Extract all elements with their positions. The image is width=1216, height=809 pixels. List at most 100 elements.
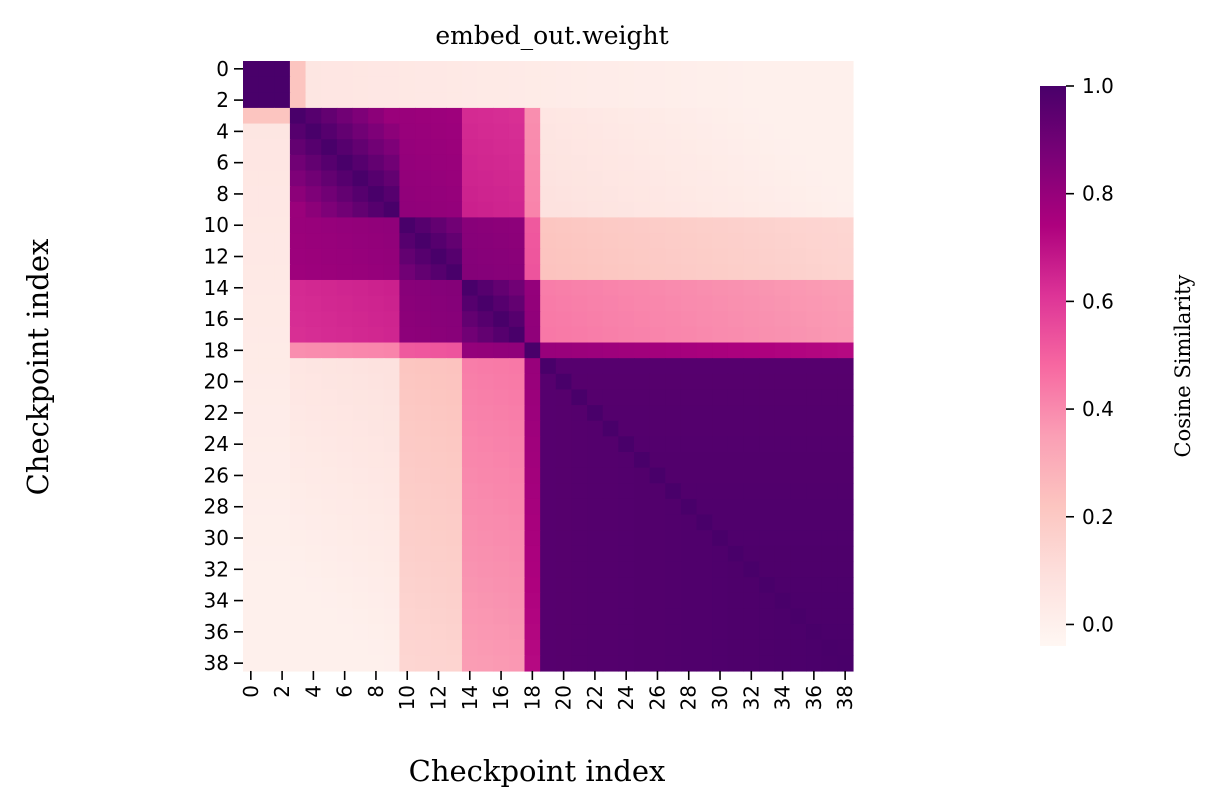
- heatmap-cell: [399, 326, 416, 344]
- heatmap-cell: [352, 639, 369, 656]
- heatmap-cell: [634, 624, 651, 641]
- heatmap-cell: [774, 561, 791, 578]
- heatmap-cell: [821, 389, 838, 406]
- heatmap-cell: [446, 217, 463, 234]
- heatmap-cell: [508, 233, 526, 250]
- heatmap-cell: [790, 233, 807, 250]
- heatmap-cell: [446, 530, 463, 547]
- heatmap-cell: [383, 389, 400, 406]
- heatmap-cell: [461, 545, 479, 563]
- heatmap-cell: [602, 577, 619, 594]
- heatmap-cell: [837, 295, 854, 312]
- heatmap-cell: [243, 373, 260, 391]
- heatmap-cell: [289, 154, 307, 172]
- heatmap-cell: [587, 295, 604, 312]
- heatmap-cell: [243, 279, 260, 297]
- heatmap-cell: [587, 123, 604, 140]
- heatmap-cell: [571, 405, 588, 422]
- heatmap-cell: [680, 123, 698, 140]
- heatmap-cell: [806, 452, 823, 469]
- heatmap-cell: [712, 61, 729, 78]
- heatmap-cell: [493, 201, 510, 218]
- heatmap-cell: [305, 123, 322, 140]
- heatmap-cell: [336, 76, 354, 93]
- heatmap-cell: [774, 420, 791, 437]
- heatmap-cell: [274, 358, 291, 375]
- heatmap-cell: [461, 217, 479, 234]
- heatmap-cell: [321, 577, 338, 594]
- heatmap-cell: [446, 483, 463, 500]
- heatmap-cell: [461, 123, 479, 140]
- heatmap-cell: [587, 154, 604, 172]
- heatmap-cell: [555, 639, 573, 656]
- heatmap-cell: [587, 217, 604, 234]
- heatmap-cell: [243, 624, 260, 641]
- heatmap-cell: [571, 248, 588, 265]
- heatmap-cell: [446, 342, 463, 359]
- x-tick-label: 26: [645, 685, 669, 710]
- heatmap-cell: [243, 420, 260, 437]
- heatmap-cell: [289, 295, 307, 312]
- y-tick-label: 24: [204, 432, 229, 456]
- heatmap-cell: [649, 498, 666, 516]
- x-tick-label: 30: [708, 685, 732, 710]
- heatmap-cell: [743, 483, 760, 500]
- colorbar-label: Cosine Similarity: [1171, 274, 1195, 457]
- x-tick-label: 38: [833, 685, 857, 710]
- heatmap-cell: [352, 170, 369, 187]
- heatmap-cell: [696, 123, 713, 140]
- heatmap-cell: [634, 373, 651, 391]
- heatmap-cell: [305, 624, 322, 641]
- heatmap-cell: [759, 107, 776, 125]
- heatmap-cell: [712, 577, 729, 594]
- heatmap-cell: [712, 264, 729, 281]
- heatmap-cell: [759, 420, 776, 437]
- heatmap-cell: [712, 483, 729, 500]
- heatmap-cell: [712, 358, 729, 375]
- heatmap-cell: [712, 420, 729, 437]
- heatmap-cell: [540, 154, 557, 172]
- heatmap-cell: [446, 561, 463, 578]
- heatmap-cell: [649, 279, 666, 297]
- heatmap-cell: [571, 139, 588, 156]
- heatmap-cell: [649, 76, 666, 93]
- heatmap-cell: [446, 467, 463, 484]
- heatmap-cell: [289, 420, 307, 437]
- heatmap-cell: [680, 61, 698, 78]
- heatmap-cell: [680, 514, 698, 531]
- heatmap-cell: [368, 92, 385, 109]
- heatmap-cell: [602, 201, 619, 218]
- heatmap-cell: [446, 545, 463, 563]
- heatmap-cell: [634, 311, 651, 328]
- heatmap-cell: [430, 405, 447, 422]
- heatmap-cell: [508, 373, 526, 391]
- heatmap-cell: [243, 561, 260, 578]
- heatmap-cell: [336, 342, 354, 359]
- heatmap-cell: [477, 655, 494, 672]
- heatmap-cell: [743, 405, 760, 422]
- heatmap-cell: [415, 498, 432, 516]
- heatmap-cell: [555, 545, 573, 563]
- heatmap-cell: [415, 170, 432, 187]
- heatmap-cell: [461, 76, 479, 93]
- heatmap-cell: [665, 405, 682, 422]
- heatmap-cell: [446, 248, 463, 265]
- heatmap-cell: [759, 233, 776, 250]
- heatmap-cell: [649, 467, 666, 484]
- heatmap-cell: [352, 420, 369, 437]
- heatmap-cell: [774, 279, 791, 297]
- heatmap-cell: [446, 264, 463, 281]
- heatmap-cell: [352, 405, 369, 422]
- heatmap-cell: [336, 624, 354, 641]
- heatmap-cell: [696, 405, 713, 422]
- heatmap-cell: [837, 639, 854, 656]
- heatmap-cell: [383, 358, 400, 375]
- heatmap-cell: [696, 139, 713, 156]
- heatmap-cell: [618, 170, 635, 187]
- heatmap-cell: [587, 92, 604, 109]
- heatmap-cell: [774, 107, 791, 125]
- heatmap-cell: [321, 624, 338, 641]
- heatmap-cell: [696, 624, 713, 641]
- colorbar-ticks: 0.00.20.40.60.81.0: [1066, 74, 1114, 636]
- heatmap-cell: [274, 592, 291, 609]
